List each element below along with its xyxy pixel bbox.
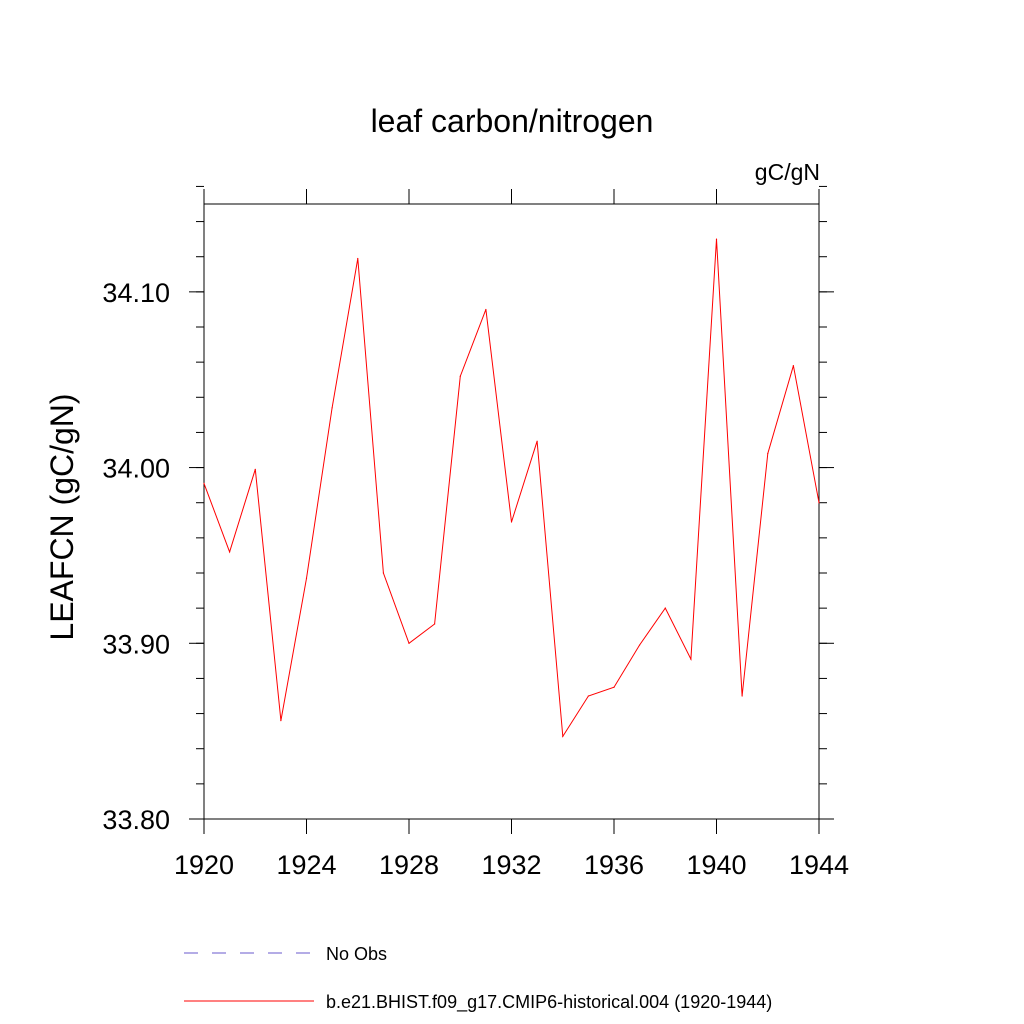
units-label: gC/gN [755,159,820,185]
data-point [715,238,718,240]
data-point [254,468,256,470]
data-point [331,407,333,409]
data-point [357,257,359,260]
data-point [536,440,538,442]
x-tick-label: 1924 [276,850,336,880]
data-point [639,644,641,646]
data-point [818,502,820,504]
data-point [408,642,410,644]
y-axis-label: LEAFCN (gC/gN) [44,393,80,640]
data-point [382,572,384,574]
x-tick-label: 1928 [379,850,439,880]
data-point [562,735,564,738]
series-line [203,239,820,738]
x-tick-label: 1940 [686,850,746,880]
y-tick-label: 34.00 [102,454,170,484]
data-point [203,482,205,484]
data-point [305,577,308,579]
y-tick-label: 33.80 [102,805,170,835]
x-tick-label: 1932 [481,850,541,880]
chart-title: leaf carbon/nitrogen [371,103,654,139]
x-tick-label: 1920 [174,850,234,880]
legend: No Obs b.e21.BHIST.f09_g17.CMIP6-histori… [184,944,772,1013]
data-point [741,695,743,697]
data-point [664,607,666,609]
y-tick-label: 34.10 [102,278,170,308]
data-point [280,720,282,722]
data-point [485,308,487,311]
data-point [613,686,615,688]
data-point [792,365,794,367]
axis-tick-labels: 1920 1924 1928 1932 1936 1940 1944 33.80 33.90 34… [102,278,849,880]
legend-label-historical: b.e21.BHIST.f09_g17.CMIP6-historical.004… [326,992,772,1013]
x-tick-label: 1936 [584,850,644,880]
data-point [587,695,589,697]
data-point [510,521,513,523]
x-tick-label: 1944 [789,850,849,880]
series-lines [203,238,820,738]
y-tick-label: 33.90 [102,629,170,659]
data-point [459,375,461,377]
data-point [690,658,692,660]
axis-ticks [189,185,834,834]
data-point [767,452,769,455]
legend-label-no-obs: No Obs [326,944,387,964]
data-point [434,623,436,625]
data-point [229,551,231,553]
plot-frame [203,203,820,820]
